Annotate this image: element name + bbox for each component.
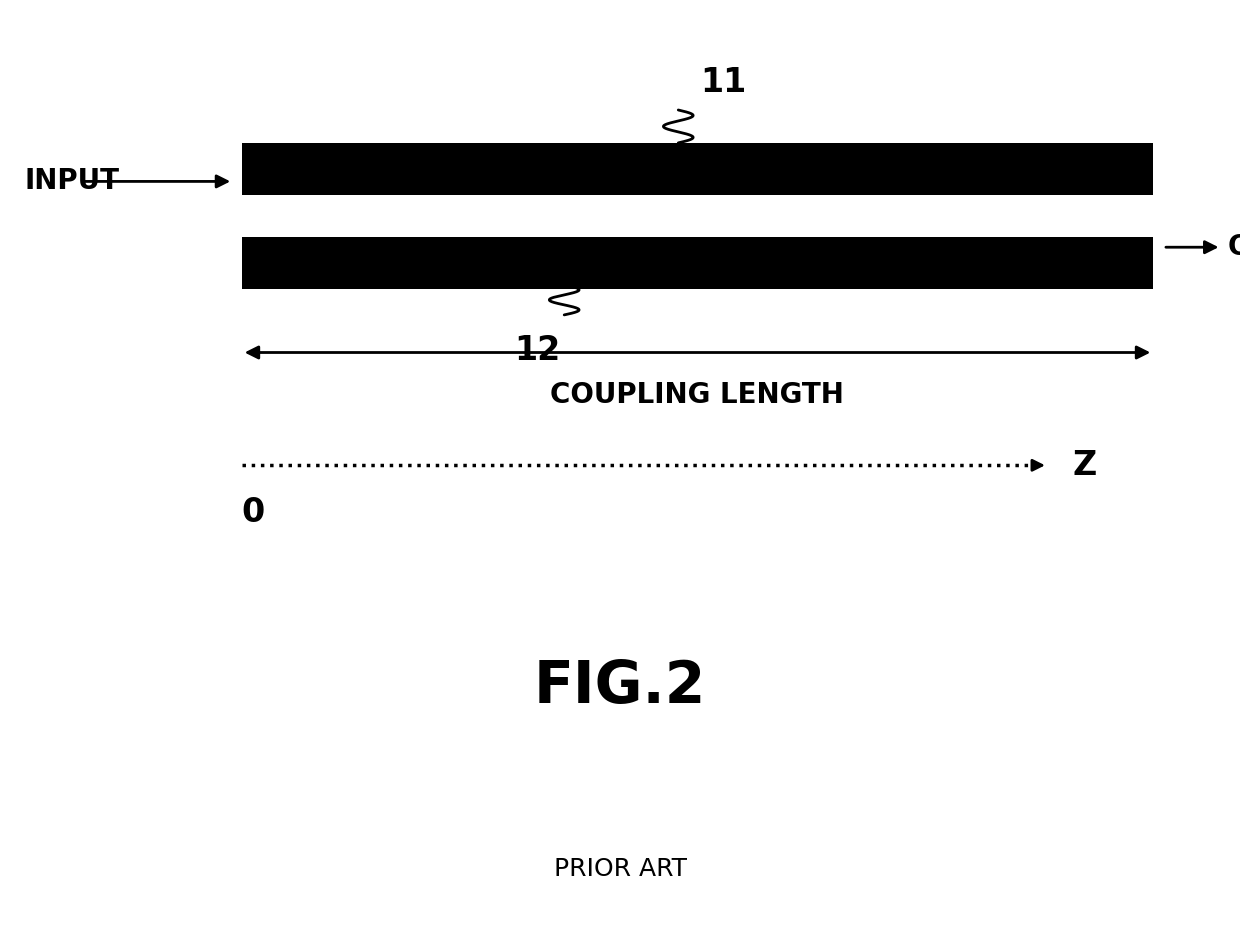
Text: OUTPUT: OUTPUT — [1228, 233, 1240, 261]
Text: Z: Z — [1073, 448, 1097, 482]
Text: 0: 0 — [242, 496, 265, 529]
Text: PRIOR ART: PRIOR ART — [553, 857, 687, 882]
Text: FIG.2: FIG.2 — [533, 658, 707, 714]
Text: COUPLING LENGTH: COUPLING LENGTH — [551, 381, 843, 409]
Bar — [242, 237, 1153, 290]
Bar — [242, 143, 1153, 196]
Text: 12: 12 — [515, 334, 560, 367]
Text: INPUT: INPUT — [25, 167, 120, 196]
Text: 11: 11 — [701, 66, 746, 99]
